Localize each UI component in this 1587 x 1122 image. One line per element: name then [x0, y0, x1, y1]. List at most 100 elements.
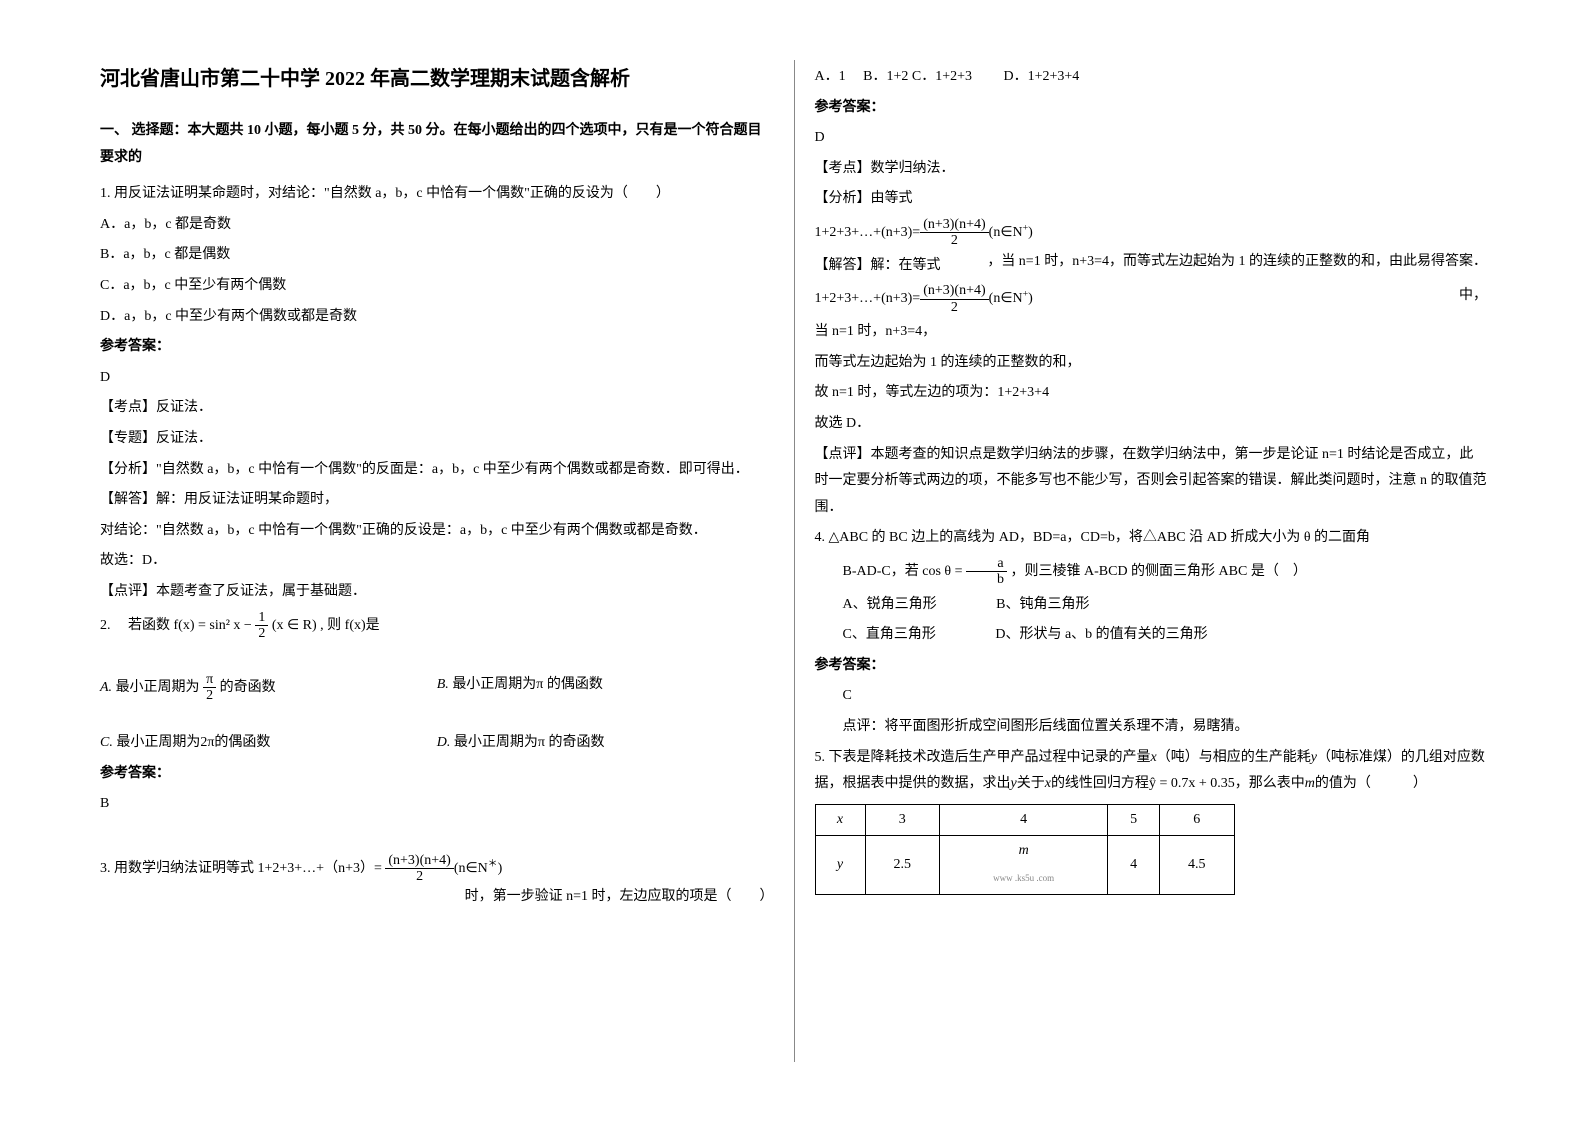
q5-mid4: 的线性回归方程 [1051, 776, 1149, 791]
table-cell: 4 [940, 804, 1108, 836]
q3-stem-post: 时，第一步验证 n=1 时，左边应取的项是（ ） [465, 884, 774, 911]
q3-kaodian: 【考点】数学归纳法． [815, 156, 1488, 183]
frac-num: (n+3)(n+4) [385, 853, 453, 869]
q2-stem: 2. 若函数 f(x) = sin² x − 12 (x ∈ R) , 则 f(… [100, 610, 774, 642]
fx-domain: (x ∈ R) [268, 618, 316, 633]
q1-jieda-3: 故选：D． [100, 548, 774, 575]
q2c-text: 最小正周期为2π的偶函数 [116, 735, 270, 750]
frac-den: 2 [920, 300, 988, 315]
q1-opt-c: C．a，b，c 中至少有两个偶数 [100, 273, 774, 300]
answer-label: 参考答案： [100, 761, 774, 788]
q2-stem-post: , 则 f(x)是 [320, 618, 380, 633]
frac-den: 2 [920, 233, 988, 248]
q2-opts-row1: A. 最小正周期为 π2 的奇函数 B. 最小正周期为π 的偶函数 [100, 672, 774, 704]
q4-opt-d: D、形状与 a、b 的值有关的三角形 [995, 627, 1207, 642]
q4-stem2-pre: B-AD-C，若 [843, 564, 919, 579]
q3-fx-tail: ，当 n=1 时，n+3=4，而等式左边起始为 1 的连续的正整数的和，由此易得… [987, 249, 1487, 276]
frac-num: 1 [255, 610, 268, 626]
q3-formula-line1: 1+2+3+…+(n+3)=(n+3)(n+4)2(n∈N+) ，当 n=1 时… [815, 217, 1488, 249]
q2d-text: 最小正周期为π 的奇函数 [454, 735, 605, 750]
table-row: y 2.5 mwww .ks5u .com 4 4.5 [815, 836, 1234, 894]
nat-set: (n∈N [454, 861, 488, 876]
q4-opt-a: A、锐角三角形 [843, 597, 937, 612]
q4-stem2-post: ，则三棱锥 A-BCD 的侧面三角形 ABC 是（ ） [1011, 564, 1307, 579]
paren: ) [1028, 291, 1033, 306]
q1-answer: D [100, 365, 774, 392]
q4-stem2: B-AD-C，若 cos θ = ab ，则三棱锥 A-BCD 的侧面三角形 A… [815, 556, 1488, 588]
q3-jd6: 故选 D． [815, 411, 1488, 438]
q2a-pre: 最小正周期为 [116, 680, 200, 695]
regression-eq: ŷ = 0.7x + 0.35 [1149, 776, 1235, 791]
q1-jieda-2: 对结论："自然数 a，b，c 中恰有一个偶数"正确的反设是：a，b，c 中至少有… [100, 518, 774, 545]
q5-pre: 5. 下表是降耗技术改造后生产甲产品过程中记录的产量 [815, 750, 1151, 765]
paren: ) [498, 861, 503, 876]
q2-opt-a: A. 最小正周期为 π2 的奇函数 [100, 672, 437, 704]
paren: ) [1028, 225, 1033, 240]
label-b: B. [437, 677, 449, 692]
q2-opts-row2: C. 最小正周期为2π的偶函数 D. 最小正周期为π 的奇函数 [100, 730, 774, 757]
answer-label: 参考答案： [815, 95, 1488, 122]
table-cell: 6 [1160, 804, 1234, 836]
table-cell: 5 [1108, 804, 1160, 836]
frac-den: 2 [385, 869, 453, 884]
table-cell-m: mwww .ks5u .com [940, 836, 1108, 894]
q3-jd4: 而等式左边起始为 1 的连续的正整数的和， [815, 350, 1488, 377]
q5-end: 的值为（ ） [1315, 776, 1427, 791]
q5-stem: 5. 下表是降耗技术改造后生产甲产品过程中记录的产量x（吨）与相应的生产能耗y（… [815, 745, 1488, 798]
sum-expr: 1+2+3+…+(n+3)= [815, 291, 921, 306]
q5-mid1: （吨）与相应的生产能耗 [1157, 750, 1311, 765]
nat-set: (n∈N [989, 291, 1023, 306]
q3-answer: D [815, 125, 1488, 152]
q2-answer: B [100, 791, 774, 818]
pi-num: π [203, 672, 216, 688]
q5-post: ，那么表中 [1235, 776, 1305, 791]
q3-opt-a: A．1 [815, 69, 846, 84]
q2b-text: 最小正周期为π 的偶函数 [452, 677, 603, 692]
answer-label: 参考答案： [100, 334, 774, 361]
q2-formula: f(x) = sin² x − 12 (x ∈ R) [174, 618, 321, 633]
q1-opt-d: D．a，b，c 中至少有两个偶数或都是奇数 [100, 304, 774, 331]
frac-num: a [966, 556, 1007, 572]
fx-expr: f(x) = sin² x − [174, 618, 256, 633]
section-heading: 一、 选择题：本大题共 10 小题，每小题 5 分，共 50 分。在每小题给出的… [100, 118, 774, 171]
q4-dianping: 点评：将平面图形折成空间图形后线面位置关系理不清，易瞎猜。 [815, 714, 1488, 741]
table-cell: 3 [865, 804, 939, 836]
q1-kaodian: 【考点】反证法． [100, 395, 774, 422]
q3-options: A．1 B．1+2 C．1+2+3 D．1+2+3+4 [815, 64, 1488, 91]
frac-den: 2 [255, 626, 268, 641]
nat-set: (n∈N [989, 225, 1023, 240]
label-a: A. [100, 680, 112, 695]
q1-stem: 1. 用反证法证明某命题时，对结论："自然数 a，b，c 中恰有一个偶数"正确的… [100, 181, 774, 208]
q3-jd2-tail: 中， [1459, 283, 1487, 310]
q3-stem: 3. 用数学归纳法证明等式 1+2+3+…+（n+3）= (n+3)(n+4)2… [100, 853, 774, 885]
label-d: D. [437, 735, 451, 750]
q4-opts-row2: C、直角三角形 D、形状与 a、b 的值有关的三角形 [815, 622, 1488, 649]
answer-label: 参考答案： [815, 653, 1488, 680]
q3-jd5: 故 n=1 时，等式左边的项为：1+2+3+4 [815, 380, 1488, 407]
var-m: m [1305, 776, 1315, 791]
q1-fenxi: 【分析】"自然数 a，b，c 中恰有一个偶数"的反面是：a，b，c 中至少有两个… [100, 457, 774, 484]
q1-dianping: 【点评】本题考查了反证法，属于基础题． [100, 579, 774, 606]
q3-stem-pre: 3. 用数学归纳法证明等式 1+2+3+…+（n+3）= [100, 861, 382, 876]
q3-opt-d: D．1+2+3+4 [1004, 69, 1080, 84]
q2-stem-pre: 2. 若函数 [100, 618, 170, 633]
table-cell: x [815, 804, 865, 836]
sup-star: ＊ [488, 858, 498, 869]
frac-num: (n+3)(n+4) [920, 283, 988, 299]
page-title: 河北省唐山市第二十中学 2022 年高二数学理期末试题含解析 [100, 60, 774, 98]
table-row: x 3 4 5 6 [815, 804, 1234, 836]
q2-opt-b: B. 最小正周期为π 的偶函数 [437, 672, 774, 704]
table-cell: 2.5 [865, 836, 939, 894]
left-column: 河北省唐山市第二十中学 2022 年高二数学理期末试题含解析 一、 选择题：本大… [80, 60, 794, 1062]
q3-fenxi: 【分析】由等式 [815, 186, 1488, 213]
pi-den: 2 [203, 688, 216, 703]
q1-zhuanti: 【专题】反证法． [100, 426, 774, 453]
q3-dianping: 【点评】本题考查的知识点是数学归纳法的步骤，在数学归纳法中，第一步是论证 n=1… [815, 442, 1488, 522]
cos-expr: cos θ = [922, 564, 966, 579]
label-c: C. [100, 735, 113, 750]
q4-opts-row1: A、锐角三角形 B、钝角三角形 [815, 592, 1488, 619]
table-cell: 4 [1108, 836, 1160, 894]
sum-expr: 1+2+3+…+(n+3)= [815, 225, 921, 240]
table-cell: y [815, 836, 865, 894]
q3-opt-b: B．1+2 [863, 69, 908, 84]
